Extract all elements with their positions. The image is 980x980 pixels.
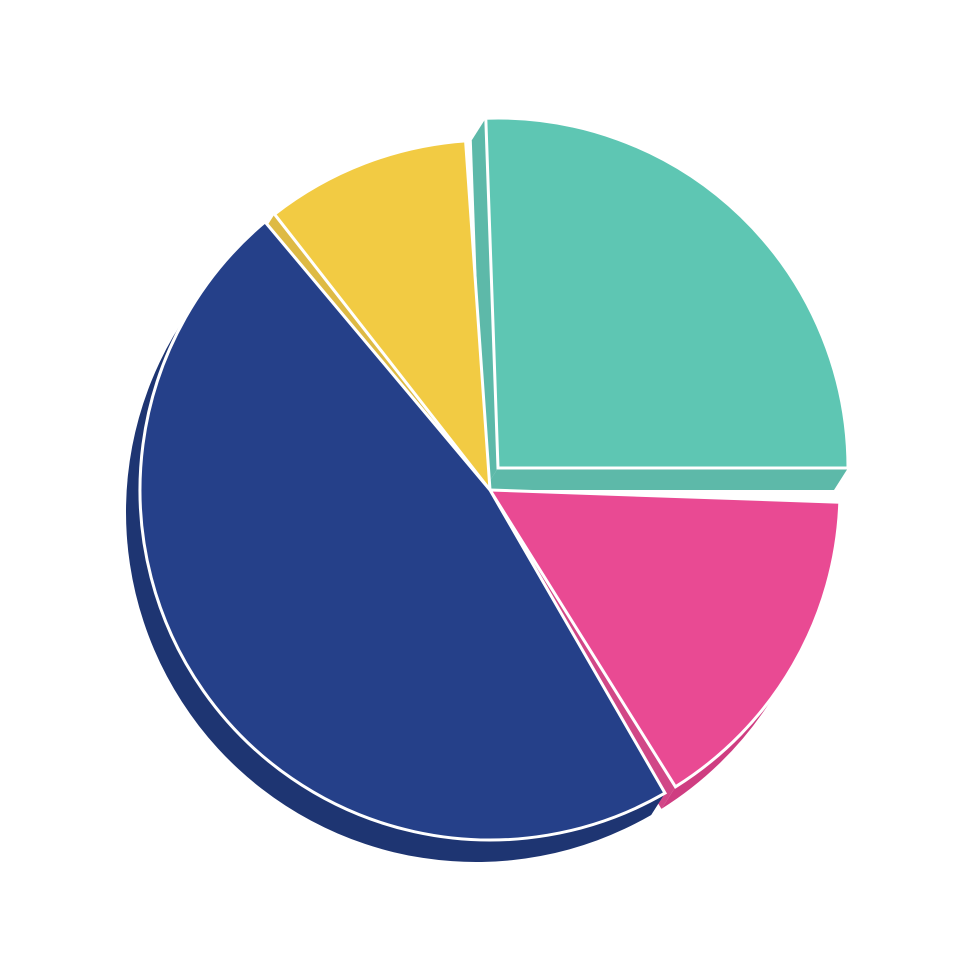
pie-chart	[0, 0, 980, 980]
pie-edge-teal-end	[484, 468, 848, 490]
pie-slice-teal	[486, 118, 848, 468]
pie-chart-svg	[0, 0, 980, 980]
